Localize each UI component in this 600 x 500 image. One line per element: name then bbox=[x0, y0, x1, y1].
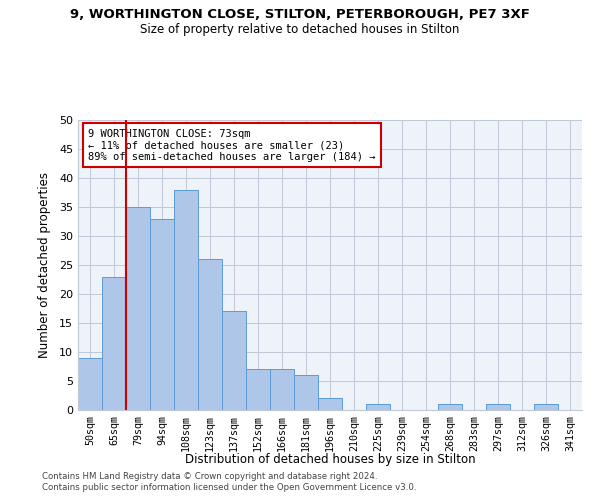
Text: Contains public sector information licensed under the Open Government Licence v3: Contains public sector information licen… bbox=[42, 484, 416, 492]
Bar bbox=[366, 404, 390, 410]
Text: Size of property relative to detached houses in Stilton: Size of property relative to detached ho… bbox=[140, 22, 460, 36]
Bar bbox=[174, 190, 198, 410]
Bar bbox=[222, 312, 246, 410]
Y-axis label: Number of detached properties: Number of detached properties bbox=[38, 172, 50, 358]
Text: 9, WORTHINGTON CLOSE, STILTON, PETERBOROUGH, PE7 3XF: 9, WORTHINGTON CLOSE, STILTON, PETERBORO… bbox=[70, 8, 530, 20]
Bar bbox=[102, 276, 126, 410]
Bar bbox=[438, 404, 462, 410]
Text: Distribution of detached houses by size in Stilton: Distribution of detached houses by size … bbox=[185, 452, 475, 466]
Text: Contains HM Land Registry data © Crown copyright and database right 2024.: Contains HM Land Registry data © Crown c… bbox=[42, 472, 377, 481]
Bar bbox=[270, 370, 294, 410]
Bar bbox=[78, 358, 102, 410]
Bar bbox=[486, 404, 510, 410]
Bar bbox=[150, 218, 174, 410]
Text: 9 WORTHINGTON CLOSE: 73sqm
← 11% of detached houses are smaller (23)
89% of semi: 9 WORTHINGTON CLOSE: 73sqm ← 11% of deta… bbox=[88, 128, 376, 162]
Bar bbox=[294, 375, 318, 410]
Bar bbox=[126, 207, 150, 410]
Bar bbox=[198, 259, 222, 410]
Bar bbox=[246, 370, 270, 410]
Bar bbox=[318, 398, 342, 410]
Bar bbox=[534, 404, 558, 410]
